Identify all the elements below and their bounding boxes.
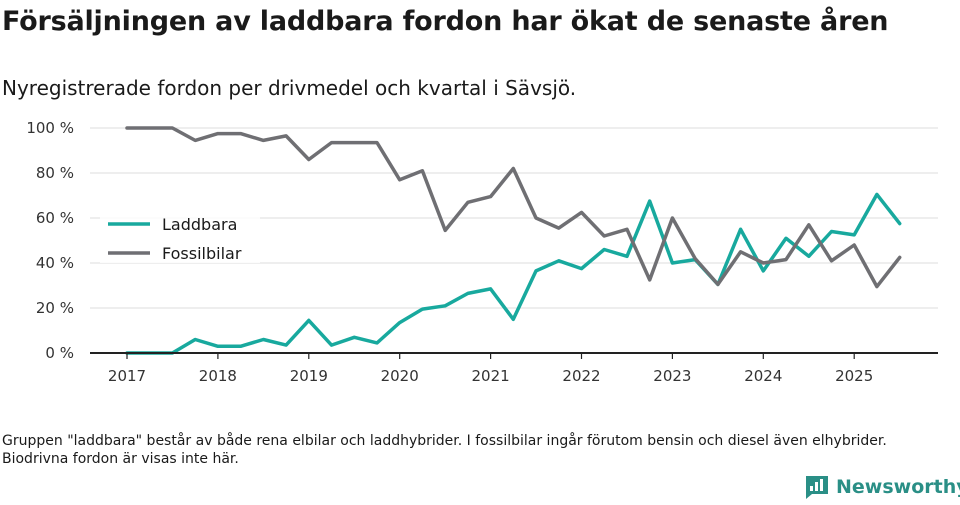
x-tick-label: 2025	[835, 367, 873, 385]
x-tick-label: 2021	[472, 367, 510, 385]
x-tick-label: 2019	[290, 367, 328, 385]
x-tick-label: 2022	[562, 367, 600, 385]
brand-logo: Newsworthy	[804, 474, 960, 500]
legend-backdrop	[100, 210, 260, 234]
legend-backdrop	[100, 239, 260, 263]
x-tick-label: 2023	[653, 367, 691, 385]
y-tick-label: 0 %	[45, 344, 74, 362]
chart-subtitle: Nyregistrerade fordon per drivmedel och …	[2, 76, 577, 100]
brand-name: Newsworthy	[836, 476, 960, 498]
y-tick-label: 80 %	[36, 164, 74, 182]
chart-footnote: Gruppen "laddbara" består av både rena e…	[2, 433, 887, 467]
laddbara-line	[125, 192, 902, 355]
line-chart: 0 % 20 % 40 % 60 % 80 % 100 % 2017 2018 2019 2020…	[26, 119, 938, 385]
y-tick-label: 100 %	[26, 119, 74, 137]
x-tick-label: 2017	[108, 367, 146, 385]
x-tick-label: 2024	[744, 367, 782, 385]
y-tick-label: 60 %	[36, 209, 74, 227]
x-tick-label: 2020	[381, 367, 419, 385]
fossilbilar-line	[125, 126, 902, 289]
y-tick-label: 40 %	[36, 254, 74, 272]
legend-label: Laddbara	[162, 215, 237, 234]
x-tick-label: 2018	[199, 367, 237, 385]
legend-label: Fossilbilar	[162, 244, 242, 263]
chart-title: Försäljningen av laddbara fordon har öka…	[2, 6, 889, 37]
y-tick-label: 20 %	[36, 299, 74, 317]
newsworthy-logo-icon	[806, 476, 828, 499]
